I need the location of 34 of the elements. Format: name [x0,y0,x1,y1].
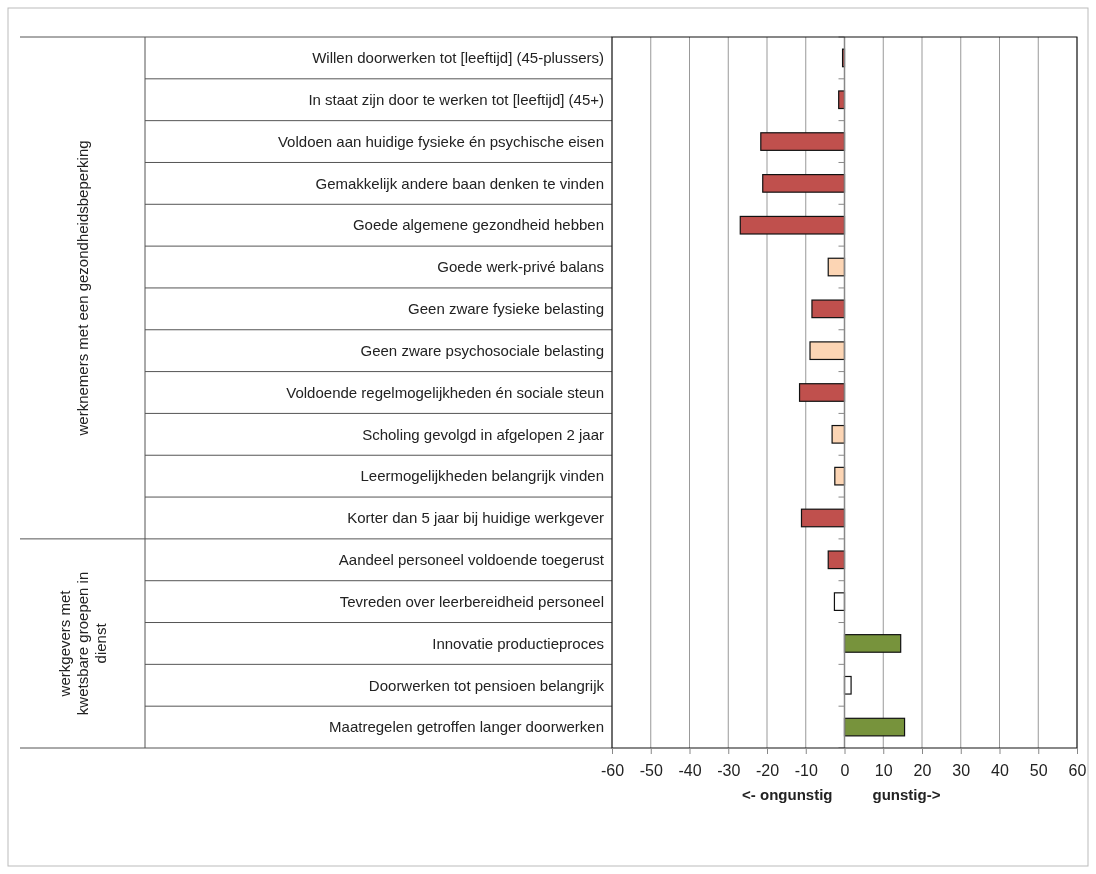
text: werkgevers met kwetsbare groepen in dienst [55,571,109,716]
y-tick-label: Voldoen aan huidige fysieke én psychische eisen [277,132,604,150]
x-tick-label: -50 [639,762,663,780]
x-tick-label: -20 [755,762,780,780]
y-tick-label: Geen zware psychosociale belasting [360,341,604,359]
y-tick-label: Scholing gevolgd in afgelopen 2 jaar [362,425,604,443]
y-tick-label: In staat zijn door te werken tot [leeftijd] (45+) [308,90,604,108]
y-tick-label: Aandeel personeel voldoende toegerust [338,551,605,569]
x-tick-label: 10 [874,762,893,780]
text: <- ongunstig [742,786,833,803]
y-tick-label: Korter dan 5 jaar bij huidige werkgever [347,509,604,527]
y-tick-label: Goede werk-privé balans [437,258,604,276]
y-tick-label: Geen zware fysieke belasting [408,300,604,318]
y-tick-label: Goede algemene gezondheid hebben [352,216,604,234]
text: werknemers met een gezondheidsbeperking [73,140,91,437]
y-tick-label: Tevreden over leerbereidheid personeel [339,592,604,610]
x-tick-label: 20 [913,762,932,780]
y-tick-label: Willen doorwerken tot [leeftijd] (45-plussers) [312,49,604,67]
y-tick-label: Leermogelijkheden belangrijk vinden [360,467,604,485]
y-tick-label: Maatregelen getroffen langer doorwerken [329,718,604,736]
x-tick-label: -60 [600,762,625,780]
x-tick-label: 40 [991,762,1009,780]
x-tick-label: -40 [678,762,702,780]
text: gunstig-> [872,786,941,803]
x-tick-label: 0 [840,762,850,780]
x-tick-label: -30 [717,762,741,780]
y-tick-label: Gemakkelijk andere baan denken te vinden [315,174,604,192]
x-tick-label: 50 [1029,762,1048,780]
y-tick-label: Doorwerken tot pensioen belangrijk [368,676,605,694]
x-tick-label: 60 [1068,762,1087,780]
y-tick-label: Voldoende regelmogelijkheden én sociale steun [286,383,604,401]
y-tick-label: Innovatie productieproces [432,634,604,652]
x-tick-label: 30 [952,762,971,780]
x-tick-label: -10 [794,762,818,780]
